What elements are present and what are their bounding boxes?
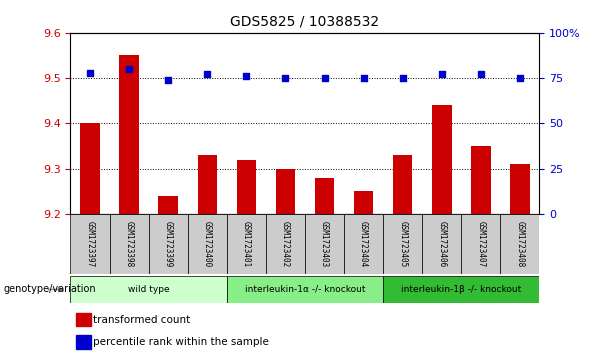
Point	[437, 72, 447, 77]
Bar	[120, 55, 139, 214]
Point	[124, 66, 134, 72]
Point	[163, 77, 173, 83]
Text: GSM1723400: GSM1723400	[203, 221, 211, 267]
Bar	[393, 155, 413, 214]
Point	[515, 75, 525, 81]
Point	[85, 70, 95, 76]
Bar	[70, 214, 110, 274]
Point	[202, 72, 212, 77]
Bar	[344, 214, 383, 274]
Bar	[276, 169, 295, 214]
Title: GDS5825 / 10388532: GDS5825 / 10388532	[230, 15, 379, 29]
Text: GSM1723407: GSM1723407	[476, 221, 485, 267]
Bar	[383, 276, 539, 303]
Text: interleukin-1β -/- knockout: interleukin-1β -/- knockout	[401, 285, 522, 294]
Text: GSM1723401: GSM1723401	[242, 221, 251, 267]
Bar	[80, 123, 100, 214]
Bar	[305, 214, 344, 274]
Bar	[510, 164, 530, 214]
Point	[359, 75, 368, 81]
Point	[319, 75, 329, 81]
Bar	[158, 196, 178, 214]
Bar	[237, 160, 256, 214]
Text: GSM1723405: GSM1723405	[398, 221, 407, 267]
Bar	[266, 214, 305, 274]
Text: interleukin-1α -/- knockout: interleukin-1α -/- knockout	[245, 285, 365, 294]
Text: GSM1723403: GSM1723403	[320, 221, 329, 267]
Bar	[314, 178, 334, 214]
Bar	[462, 214, 500, 274]
Point	[398, 75, 408, 81]
Bar	[149, 214, 188, 274]
Text: GSM1723402: GSM1723402	[281, 221, 290, 267]
Bar	[110, 214, 149, 274]
Text: GSM1723397: GSM1723397	[86, 221, 94, 267]
Bar	[471, 146, 490, 214]
Bar	[227, 276, 383, 303]
Bar	[76, 335, 91, 348]
Point	[476, 72, 485, 77]
Text: GSM1723404: GSM1723404	[359, 221, 368, 267]
Text: wild type: wild type	[128, 285, 169, 294]
Bar	[354, 191, 373, 214]
Text: GSM1723406: GSM1723406	[437, 221, 446, 267]
Point	[242, 73, 251, 79]
Bar	[432, 105, 452, 214]
Bar	[76, 313, 91, 326]
Text: percentile rank within the sample: percentile rank within the sample	[93, 337, 269, 347]
Text: GSM1723399: GSM1723399	[164, 221, 173, 267]
Text: GSM1723398: GSM1723398	[124, 221, 134, 267]
Bar	[500, 214, 539, 274]
Bar	[383, 214, 422, 274]
Point	[281, 75, 291, 81]
Bar	[227, 214, 266, 274]
Text: transformed count: transformed count	[93, 315, 190, 325]
Bar	[197, 155, 217, 214]
Bar	[188, 214, 227, 274]
Bar	[422, 214, 462, 274]
Text: GSM1723408: GSM1723408	[516, 221, 524, 267]
Bar	[70, 276, 227, 303]
Text: genotype/variation: genotype/variation	[3, 285, 96, 294]
